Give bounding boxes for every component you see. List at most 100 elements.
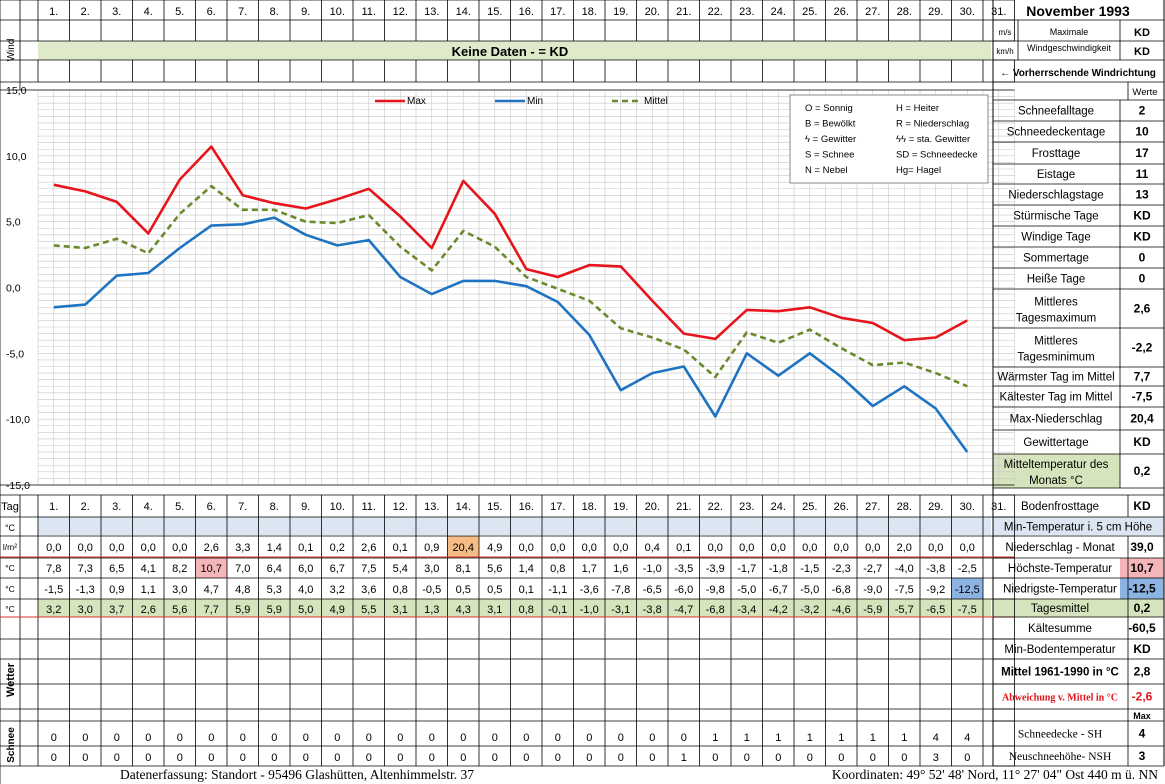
table-cell-max: 6,5 [109,563,124,575]
legend-label-mittel: Mittel [644,96,668,107]
table-cell-max: 7,0 [235,563,250,575]
day-tag-label: 20. [645,501,660,513]
y-tick-label: 15,0 [6,85,27,97]
snow-new-cell: 0 [334,752,340,764]
table-cell-max: -2,3 [832,563,851,575]
table-cell-precip: 0,0 [519,542,534,554]
symbol-legend-box [789,94,989,184]
day-header-label: 22. [708,6,723,18]
unit-label: °C [5,604,15,614]
table-cell-precip: 0,0 [582,542,597,554]
day-tag-label: 12. [393,501,408,513]
day-header-label: 29. [928,6,943,18]
table-cell-mean: 2,6 [141,604,156,616]
table-cell-precip: 2,6 [204,542,219,554]
day-header-label: 8. [270,6,279,18]
snow-new-cell: 0 [586,752,592,764]
table-cell-max: 1,7 [582,563,597,575]
y-tick-label: -5,0 [6,348,24,360]
mean-temp-label-cell [993,454,1120,488]
snow-new-cell: 0 [555,752,561,764]
stat-label: Windige Tage [1021,232,1090,244]
stat-label: Monats °C [1029,475,1083,487]
symbol-legend-item: ϟ = Gewitter [805,134,856,145]
series-line-min [53,216,969,453]
wind-direction-label: ← Vorherrschende Windrichtung [1000,68,1156,79]
day-tag-label: 2. [81,501,90,513]
stat-label: Eistage [1037,169,1075,181]
table-cell-min: -7,8 [611,584,630,596]
table-cell-mean: -6,8 [706,604,725,616]
symbol-legend-item: SD = Schneedecke [896,150,978,161]
snow-depth-cell: 0 [586,732,592,744]
table-cell-mean: 5,5 [361,604,376,616]
day-tag-label: 13. [424,501,439,513]
table-cell-mean: 5,0 [298,604,313,616]
snow-new-cell: 0 [303,752,309,764]
day-header-label: 18. [582,6,597,18]
snow-new-cell: 0 [649,752,655,764]
schnee-label: Schnee [6,727,17,763]
table-cell-max: 7,8 [46,563,61,575]
table-cell-min: -6,7 [769,584,788,596]
stat-value: 2 [1139,104,1146,118]
bottom-stat-label: Neuschneehöhe- NSH [1009,751,1112,763]
footer-location: Datenerfassung: Standort - 95496 Glashüt… [120,767,474,782]
snow-depth-cell: 1 [807,732,813,744]
day-tag-label: 19. [613,501,628,513]
no-data-text: Keine Daten - = KD [452,44,569,59]
snow-depth-cell: 0 [82,732,88,744]
table-cell-mean: 4,3 [456,604,471,616]
table-cell-max: 5,4 [393,563,408,575]
stat-label: Kältester Tag im Mittel [1000,392,1113,404]
y-tick-label: 0,0 [6,283,21,295]
snow-depth-cell: 1 [775,732,781,744]
table-cell-max: -2,7 [863,563,882,575]
table-cell-mean: -3,2 [800,604,819,616]
table-cell-precip: 0,4 [645,542,660,554]
table-cell-min: 0,5 [456,584,471,596]
stat-value: 0,2 [1134,464,1151,478]
day-tag-label: 24. [771,501,786,513]
snow-depth-cell: 0 [649,732,655,744]
snow-depth-cell: 4 [964,732,970,744]
snow-depth-cell: 0 [303,732,309,744]
min5cm-row-fill [38,517,991,535]
snow-depth-cell: 0 [51,732,57,744]
day-header-label: 30. [960,6,975,18]
bottom-stat-value: KD [1133,642,1151,656]
day-tag-label: 4. [144,501,153,513]
table-cell-min: 0,5 [487,584,502,596]
stat-label: Niederschlagstage [1008,190,1103,202]
bottom-stat-value: 39,0 [1130,540,1154,554]
table-cell-min: -5,0 [800,584,819,596]
table-cell-mean: -6,5 [926,604,945,616]
symbol-legend-item: B = Bewölkt [805,119,856,130]
table-cell-min: -9,0 [863,584,882,596]
day-header-label: 31. [991,6,1006,18]
unit-label: °C [5,563,15,573]
day-header-label: 7. [238,6,247,18]
bottom-stat-value: -2,6 [1132,690,1153,704]
table-cell-max: 8,2 [172,563,187,575]
unit-label: °C [5,523,16,533]
day-header-label: 16. [519,6,534,18]
snow-new-cell: 0 [145,752,151,764]
table-cell-max: -1,0 [643,563,662,575]
max-wind-ms-value: KD [1134,27,1150,39]
snow-depth-cell: 0 [240,732,246,744]
table-cell-mean: 7,7 [204,604,219,616]
bottom-stat-label: Abweichung v. Mittel in °C [1002,693,1118,704]
table-cell-min: -6,0 [674,584,693,596]
stat-label: Gewittertage [1023,437,1088,449]
max-wind-kmh-value: KD [1134,46,1150,58]
day-header-label: 9. [301,6,310,18]
stat-label: Tagesminimum [1017,352,1094,364]
snow-new-cell: 0 [964,752,970,764]
table-cell-precip: 0,2 [330,542,345,554]
day-tag-label: 25. [802,501,817,513]
table-cell-min: 0,1 [519,584,534,596]
snow-depth-cell: 0 [397,732,403,744]
snow-depth-cell: 0 [523,732,529,744]
footer-coordinates: Koordinaten: 49° 52' 48' Nord, 11° 27' 0… [832,767,1158,782]
